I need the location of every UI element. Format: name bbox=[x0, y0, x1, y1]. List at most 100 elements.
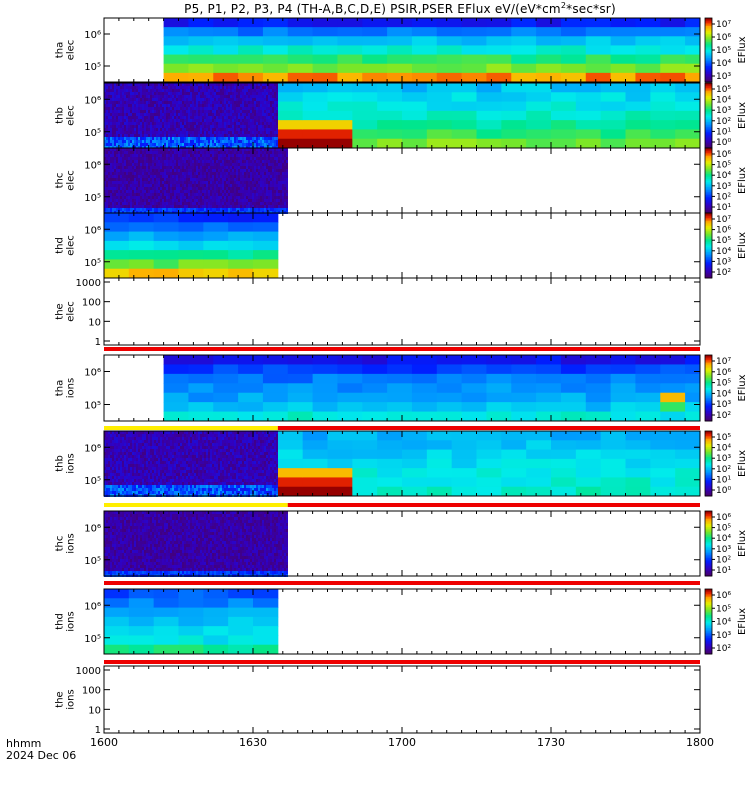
noise-cell bbox=[190, 116, 192, 119]
noise-cell bbox=[120, 89, 122, 92]
noise-cell bbox=[280, 202, 282, 205]
noise-cell bbox=[250, 202, 252, 205]
noise-cell bbox=[198, 166, 200, 169]
noise-cell bbox=[212, 92, 214, 95]
spectrogram-cell bbox=[600, 120, 626, 130]
noise-cell bbox=[274, 208, 276, 211]
noise-cell bbox=[180, 140, 182, 143]
noise-cell bbox=[110, 98, 112, 101]
noise-cell bbox=[236, 116, 238, 119]
noise-cell bbox=[162, 122, 164, 125]
noise-cell bbox=[130, 116, 132, 119]
noise-cell bbox=[108, 101, 110, 104]
spectrogram-cell bbox=[486, 45, 512, 56]
noise-cell bbox=[240, 172, 242, 175]
noise-cell bbox=[110, 157, 112, 160]
spectrogram-cell bbox=[213, 355, 239, 365]
noise-cell bbox=[198, 113, 200, 116]
noise-cell bbox=[170, 151, 172, 154]
noise-cell bbox=[134, 89, 136, 92]
noise-cell bbox=[146, 163, 148, 166]
noise-cell bbox=[142, 157, 144, 160]
spectrogram-cell bbox=[153, 213, 179, 223]
noise-cell bbox=[268, 128, 270, 131]
noise-cell bbox=[248, 157, 250, 160]
noise-cell bbox=[260, 202, 262, 205]
noise-cell bbox=[108, 172, 110, 175]
noise-cell bbox=[248, 199, 250, 202]
noise-cell bbox=[132, 181, 134, 184]
noise-cell bbox=[256, 151, 258, 154]
noise-cell bbox=[146, 193, 148, 196]
noise-cell bbox=[172, 181, 174, 184]
noise-cell bbox=[262, 187, 264, 190]
spectrogram-cell bbox=[228, 222, 254, 233]
noise-cell bbox=[124, 208, 126, 211]
spectrogram-cell bbox=[675, 110, 701, 121]
noise-cell bbox=[246, 193, 248, 196]
noise-cell bbox=[162, 116, 164, 119]
noise-cell bbox=[190, 98, 192, 101]
noise-cell bbox=[244, 134, 246, 137]
noise-cell bbox=[238, 86, 240, 89]
noise-cell bbox=[156, 143, 158, 146]
spectrogram-cell bbox=[685, 18, 701, 28]
noise-cell bbox=[232, 181, 234, 184]
noise-cell bbox=[228, 172, 230, 175]
noise-cell bbox=[130, 154, 132, 157]
noise-cell bbox=[242, 154, 244, 157]
noise-cell bbox=[148, 205, 150, 208]
noise-cell bbox=[152, 151, 154, 154]
spectrogram-cell bbox=[104, 240, 130, 251]
noise-cell bbox=[256, 178, 258, 181]
noise-cell bbox=[212, 187, 214, 190]
noise-cell bbox=[210, 137, 212, 140]
noise-cell bbox=[134, 140, 136, 143]
noise-cell bbox=[192, 128, 194, 131]
noise-cell bbox=[196, 116, 198, 119]
noise-cell bbox=[274, 86, 276, 89]
noise-cell bbox=[132, 116, 134, 119]
noise-cell bbox=[224, 131, 226, 134]
spectrogram-cell bbox=[238, 54, 264, 65]
noise-cell bbox=[126, 193, 128, 196]
noise-cell bbox=[120, 119, 122, 122]
noise-cell bbox=[180, 125, 182, 128]
noise-cell bbox=[268, 98, 270, 101]
noise-cell bbox=[280, 199, 282, 202]
noise-cell bbox=[156, 166, 158, 169]
noise-cell bbox=[162, 83, 164, 86]
noise-cell bbox=[154, 166, 156, 169]
noise-cell bbox=[104, 110, 106, 113]
noise-cell bbox=[286, 193, 288, 196]
noise-cell bbox=[270, 178, 272, 181]
noise-cell bbox=[200, 137, 202, 140]
noise-cell bbox=[270, 166, 272, 169]
noise-cell bbox=[272, 137, 274, 140]
noise-cell bbox=[160, 178, 162, 181]
noise-cell bbox=[182, 101, 184, 104]
noise-cell bbox=[184, 208, 186, 211]
colorbar-segment bbox=[705, 156, 712, 159]
noise-cell bbox=[144, 184, 146, 187]
noise-cell bbox=[270, 157, 272, 160]
noise-cell bbox=[206, 208, 208, 211]
noise-cell bbox=[268, 202, 270, 205]
noise-cell bbox=[168, 98, 170, 101]
noise-cell bbox=[194, 160, 196, 163]
noise-cell bbox=[182, 113, 184, 116]
noise-cell bbox=[154, 199, 156, 202]
noise-cell bbox=[154, 122, 156, 125]
noise-cell bbox=[216, 172, 218, 175]
colorbar-segment bbox=[705, 217, 712, 220]
noise-cell bbox=[124, 95, 126, 98]
noise-cell bbox=[156, 110, 158, 113]
noise-cell bbox=[230, 128, 232, 131]
noise-cell bbox=[212, 178, 214, 181]
noise-cell bbox=[232, 148, 234, 151]
noise-cell bbox=[220, 175, 222, 178]
noise-cell bbox=[190, 181, 192, 184]
noise-cell bbox=[132, 137, 134, 140]
noise-cell bbox=[202, 172, 204, 175]
noise-cell bbox=[220, 151, 222, 154]
